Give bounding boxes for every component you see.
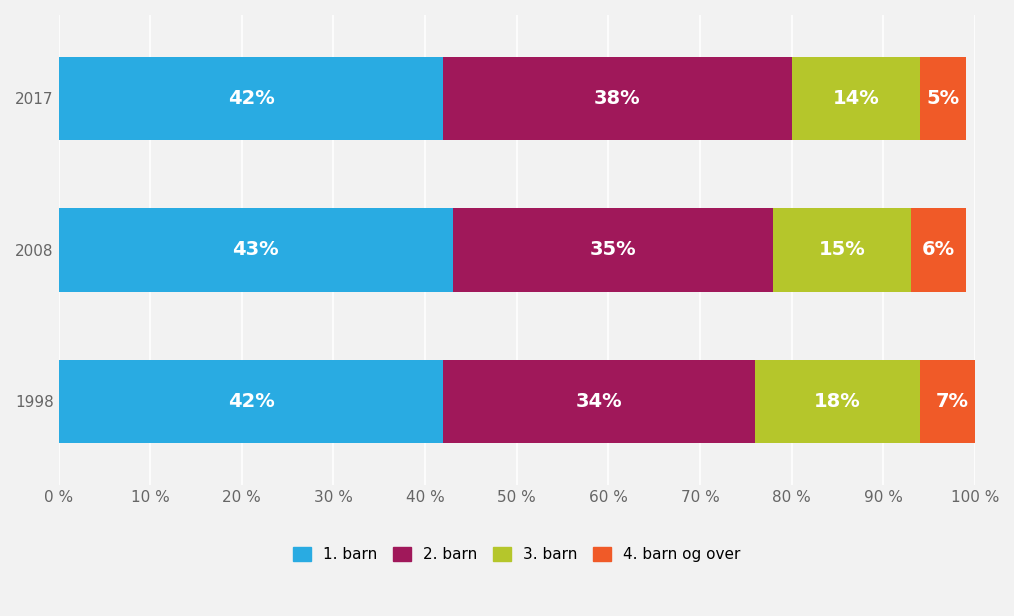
Bar: [774, 208, 911, 291]
Bar: [911, 208, 965, 291]
Text: 42%: 42%: [227, 392, 275, 411]
Text: 42%: 42%: [227, 89, 275, 108]
Bar: [59, 57, 443, 140]
Text: 43%: 43%: [232, 240, 279, 259]
Bar: [443, 360, 755, 443]
Text: 35%: 35%: [589, 240, 636, 259]
Bar: [59, 208, 452, 291]
Bar: [792, 57, 920, 140]
Text: 7%: 7%: [935, 392, 968, 411]
Bar: [59, 360, 443, 443]
Bar: [443, 57, 792, 140]
Legend: 1. barn, 2. barn, 3. barn, 4. barn og over: 1. barn, 2. barn, 3. barn, 4. barn og ov…: [285, 540, 748, 570]
Bar: [920, 360, 984, 443]
Text: 38%: 38%: [594, 89, 641, 108]
Bar: [920, 57, 965, 140]
Bar: [452, 208, 774, 291]
Text: 14%: 14%: [832, 89, 879, 108]
Text: 15%: 15%: [818, 240, 865, 259]
Bar: [755, 360, 920, 443]
Text: 6%: 6%: [922, 240, 955, 259]
Text: 34%: 34%: [576, 392, 623, 411]
Text: 18%: 18%: [814, 392, 861, 411]
Text: 5%: 5%: [926, 89, 959, 108]
